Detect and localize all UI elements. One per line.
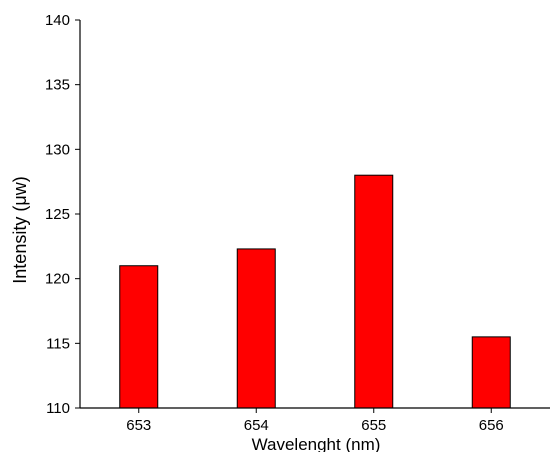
bar-656 bbox=[471, 336, 511, 409]
x-tick-label: 653 bbox=[126, 417, 151, 434]
y-tick-label: 115 bbox=[46, 335, 70, 352]
bar-653 bbox=[119, 265, 159, 409]
y-tick-label: 140 bbox=[45, 12, 70, 29]
y-tick-label: 110 bbox=[46, 400, 70, 417]
x-tick-label: 656 bbox=[479, 417, 504, 434]
bars-group bbox=[119, 174, 511, 409]
y-tick-label: 120 bbox=[45, 271, 70, 288]
x-tick-label: 655 bbox=[361, 417, 386, 434]
y-axis-label: Intensity (μw) bbox=[10, 176, 30, 283]
bar-654 bbox=[236, 248, 276, 409]
y-ticks-group: 110 115 120 125 130 135 140 bbox=[45, 12, 80, 417]
x-tick-label: 654 bbox=[244, 417, 269, 434]
bar-655 bbox=[354, 174, 394, 409]
x-axis-label: Wavelenght (nm) bbox=[252, 435, 381, 452]
y-tick-label: 125 bbox=[45, 206, 70, 223]
y-tick-label: 135 bbox=[45, 77, 70, 94]
y-tick-label: 130 bbox=[45, 141, 70, 158]
x-ticks-group: 653 654 655 656 bbox=[126, 408, 504, 434]
